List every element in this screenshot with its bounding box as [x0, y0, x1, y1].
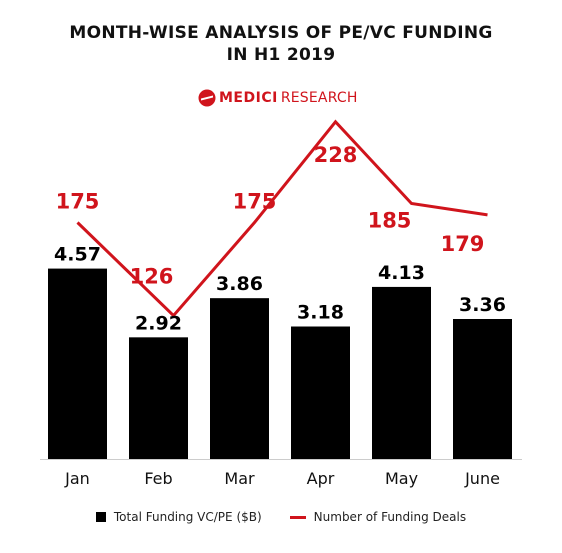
bar-value-label: 3.36: [459, 294, 506, 316]
line-value-label: 175: [56, 190, 100, 214]
legend-label-funding: Total Funding VC/PE ($B): [113, 510, 262, 524]
line-value-label: 126: [130, 265, 174, 289]
bar-value-label: 2.92: [135, 312, 182, 334]
chart-title: MONTH-WISE ANALYSIS OF PE/VC FUNDING IN …: [0, 22, 562, 66]
bar-value-label: 3.18: [297, 302, 344, 324]
bar-june: [453, 319, 512, 459]
bar-feb: [129, 337, 188, 459]
legend-item-deals: Number of Funding Deals: [289, 510, 467, 524]
bar-jan: [48, 268, 107, 459]
line-series-deals: [76, 119, 488, 318]
brand-name-light: RESEARCH: [280, 90, 358, 106]
x-tick-label: Feb: [144, 469, 172, 488]
chart-legend: Total Funding VC/PE ($B) Number of Fundi…: [0, 510, 562, 524]
brand-name-bold: MEDICI: [219, 90, 278, 106]
x-tick-label: June: [464, 469, 500, 488]
x-tick-label: Apr: [307, 469, 335, 488]
bar-value-label: 3.86: [216, 273, 263, 295]
legend-swatch-line: [289, 515, 306, 519]
chart-title-line-2: IN H1 2019: [226, 45, 336, 65]
x-tick-label: Jan: [64, 469, 90, 488]
legend-label-deals: Number of Funding Deals: [313, 510, 467, 524]
chart-title-line-1: MONTH-WISE ANALYSIS OF PE/VC FUNDING: [69, 23, 493, 43]
bar-apr: [291, 326, 350, 459]
x-tick-label: May: [385, 469, 418, 488]
legend-swatch-bar: [95, 512, 106, 522]
x-tick-label: Mar: [224, 469, 255, 488]
bar-value-label: 4.13: [378, 262, 425, 284]
line-value-label: 228: [314, 143, 358, 167]
line-value-label: 179: [441, 232, 485, 256]
line-value-label: 185: [368, 209, 412, 233]
legend-item-funding: Total Funding VC/PE ($B): [95, 510, 262, 524]
bar-mar: [210, 298, 269, 459]
medici-logo-icon: [198, 89, 216, 107]
bar-may: [372, 286, 431, 459]
bar-value-label: 4.57: [54, 244, 101, 266]
brand-logo: MEDICI RESEARCH: [198, 88, 358, 108]
line-value-label: 175: [233, 190, 277, 214]
